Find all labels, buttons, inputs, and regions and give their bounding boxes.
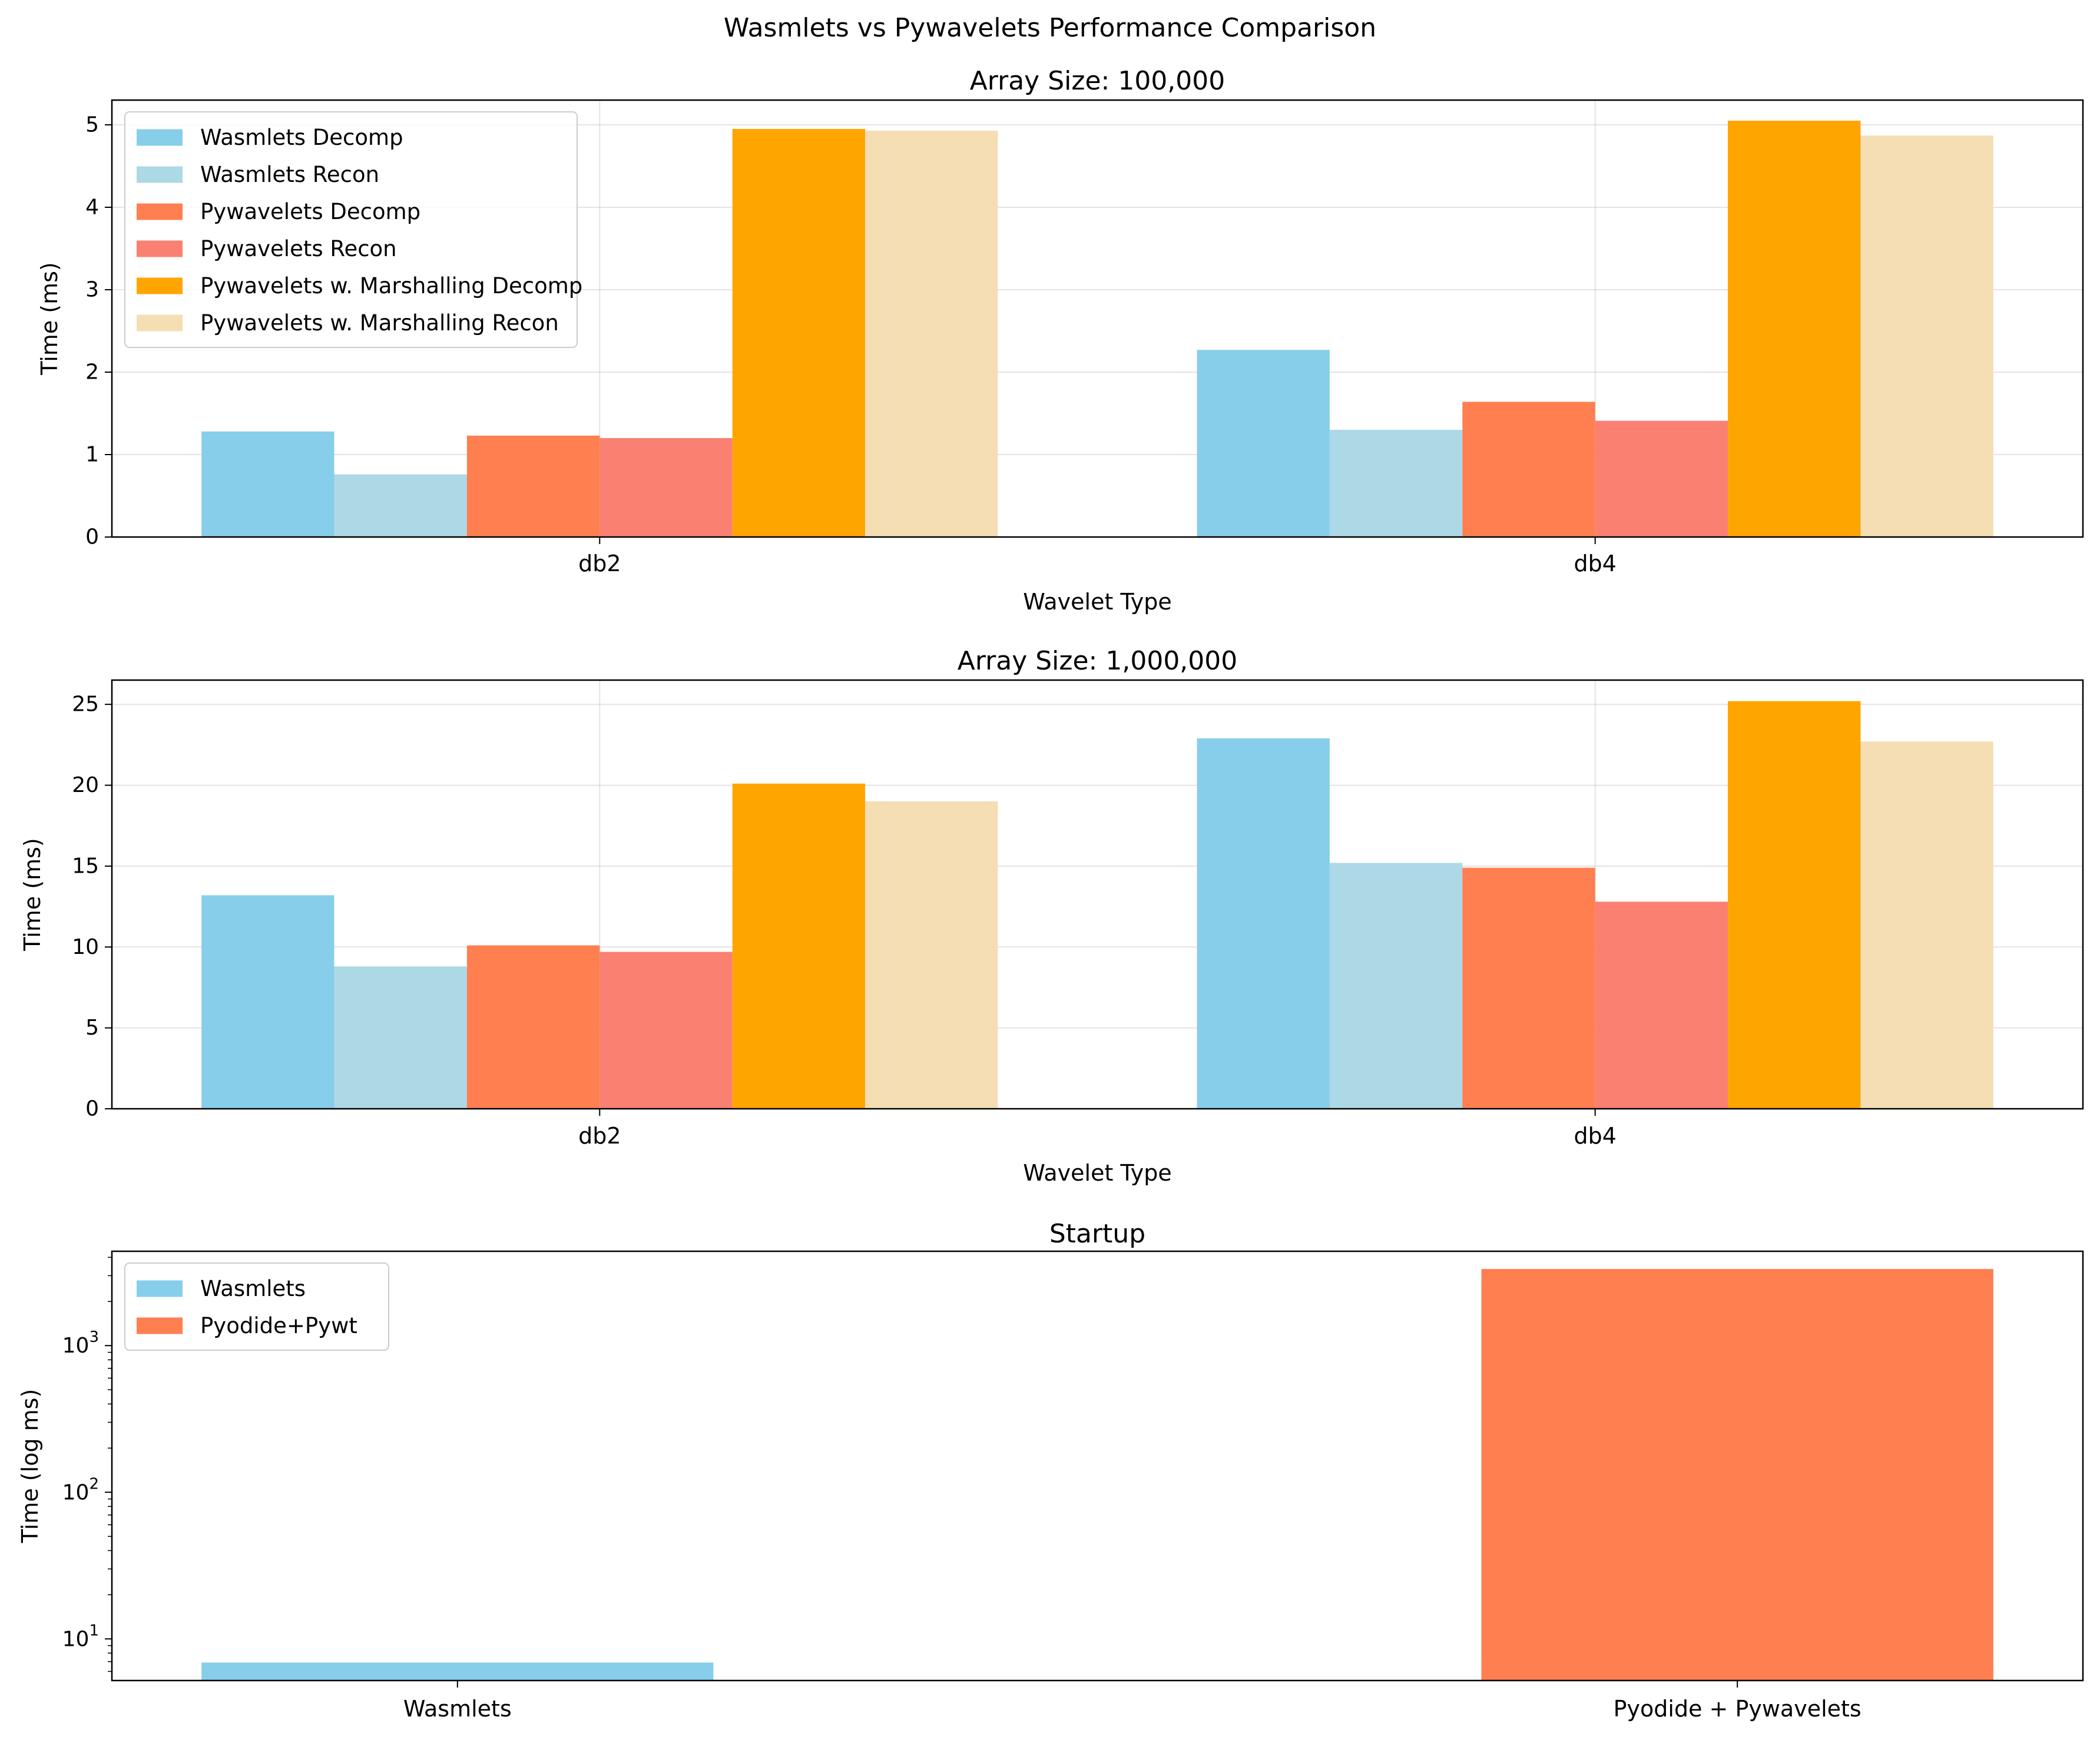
y-tick-label: 5 <box>85 1016 99 1040</box>
legend-entry: Pywavelets w. Marshalling Decomp <box>200 273 582 299</box>
legend-box <box>124 111 578 348</box>
legend-entry: Pywavelets Recon <box>200 236 397 261</box>
chart-title: Startup <box>1049 1219 1145 1249</box>
bar-wasmlets-decomp-db4 <box>1197 738 1330 1109</box>
legend-swatch <box>137 129 183 146</box>
bar-wasmlets-decomp-db2 <box>201 895 334 1109</box>
category-label: Wasmlets <box>403 1696 512 1722</box>
category-label: db4 <box>1574 1123 1616 1149</box>
y-tick-label: 102 <box>62 1475 99 1504</box>
y-tick-label: 0 <box>85 1097 99 1121</box>
legend-box <box>124 1262 389 1351</box>
legend-entry: Pyodide+Pywt <box>200 1313 357 1338</box>
chart-panel-array-100k: 0 1 2 3 4 5 db2 db4 Array Size: 100,000 Wavelet T… <box>37 66 2084 615</box>
y-tick-label: 4 <box>85 195 99 220</box>
y-axis-label: Time (ms) <box>37 262 62 376</box>
chart-panel-startup: 101 102 103 Wasmlets Pyodide + Pywavelets Sta… <box>17 1219 2084 1722</box>
bar-pywavelets-w-marshalling-recon-db4 <box>1860 741 1993 1109</box>
bar-pywavelets-recon-db4 <box>1595 902 1728 1109</box>
bar-pywavelets-decomp-db4 <box>1462 867 1595 1109</box>
legend-entry: Wasmlets Decomp <box>200 125 403 150</box>
bar-pywavelets-recon-db2 <box>599 438 733 537</box>
y-tick-label: 20 <box>72 773 99 797</box>
category-label: Pyodide + Pywavelets <box>1614 1696 1861 1722</box>
y-tick-label: 5 <box>85 113 99 137</box>
bar-pywavelets-w-marshalling-decomp-db2 <box>732 129 866 537</box>
legend-entry: Wasmlets Recon <box>200 162 379 187</box>
y-axis-label: Time (log ms) <box>17 1389 43 1544</box>
figure-suptitle: Wasmlets vs Pywavelets Performance Compa… <box>724 13 1376 43</box>
chart-panel-array-1m: 0 5 10 15 20 25 db2 db4 Array Size: 1,000,000 Wav… <box>19 646 2084 1186</box>
category-label: db2 <box>578 1123 621 1149</box>
bar-wasmlets-decomp-db4 <box>1197 350 1330 537</box>
y-tick-label: 1 <box>85 443 99 467</box>
x-axis-label: Wavelet Type <box>1023 1160 1172 1186</box>
bar-pywavelets-recon-db4 <box>1595 420 1728 537</box>
legend-swatch <box>137 240 183 257</box>
bar-pywavelets-recon-db2 <box>599 952 733 1109</box>
bar-pywavelets-decomp-db2 <box>466 945 600 1109</box>
bar-pywavelets-decomp-db4 <box>1462 402 1595 537</box>
plot-frame <box>111 1250 2084 1682</box>
bar-pywavelets-w-marshalling-decomp-db4 <box>1728 121 1861 537</box>
legend-swatch <box>137 314 183 332</box>
bar-wasmlets-recon-db2 <box>334 474 467 537</box>
legend-swatch <box>137 203 183 220</box>
y-tick-label: 2 <box>85 360 99 385</box>
y-tick-label: 15 <box>72 854 99 878</box>
bar-wasmlets-recon-db4 <box>1329 863 1463 1109</box>
y-tick-label: 0 <box>85 525 99 549</box>
y-tick-label: 10 <box>72 935 99 959</box>
legend-entry: Wasmlets <box>200 1276 306 1301</box>
bar-pywavelets-w-marshalling-recon-db4 <box>1860 135 1993 537</box>
bar-wasmlets-recon-db4 <box>1329 430 1463 537</box>
bar-pywavelets-w-marshalling-recon-db2 <box>865 130 998 538</box>
y-tick-label: 25 <box>72 692 99 717</box>
legend-entry: Pywavelets w. Marshalling Recon <box>200 310 559 336</box>
y-tick-label: 3 <box>85 278 99 302</box>
legend-swatch <box>137 1280 183 1297</box>
chart-title: Array Size: 1,000,000 <box>958 646 1238 676</box>
y-tick-label: 101 <box>62 1622 99 1651</box>
plot-frame <box>111 679 2084 1110</box>
category-label: db4 <box>1574 551 1616 576</box>
chart-title: Array Size: 100,000 <box>970 66 1225 96</box>
plot-frame <box>111 99 2084 538</box>
bar-pywavelets-w-marshalling-recon-db2 <box>865 801 998 1109</box>
y-tick-label: 103 <box>62 1328 99 1358</box>
bar-wasmlets <box>201 1662 714 1681</box>
bar-pywavelets-decomp-db2 <box>466 435 600 537</box>
bar-pyodide-pywt <box>1481 1269 1993 1681</box>
y-axis-label: Time (ms) <box>19 838 45 952</box>
bar-pywavelets-w-marshalling-decomp-db4 <box>1728 701 1861 1109</box>
bar-wasmlets-decomp-db2 <box>201 431 334 537</box>
x-axis-label: Wavelet Type <box>1023 589 1172 615</box>
bar-wasmlets-recon-db2 <box>334 966 467 1109</box>
legend-swatch <box>137 1317 183 1334</box>
category-label: db2 <box>578 551 621 576</box>
legend-swatch <box>137 166 183 183</box>
legend-entry: Pywavelets Decomp <box>200 199 420 224</box>
bar-pywavelets-w-marshalling-decomp-db2 <box>732 783 866 1109</box>
legend-swatch <box>137 277 183 294</box>
